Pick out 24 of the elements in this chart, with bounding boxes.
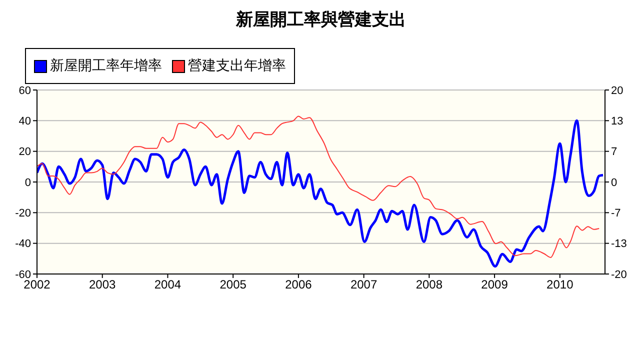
y2-tick-label: 7 (611, 146, 618, 158)
y2-tick-label: -13 (611, 238, 627, 250)
y-tick-label: 40 (18, 116, 31, 128)
chart-title: 新屋開工率與營建支出 (234, 9, 407, 31)
x-tick-label: 2004 (154, 278, 182, 292)
x-tick-label: 2006 (285, 278, 312, 292)
x-tick-label: 2008 (416, 278, 443, 292)
y2-tick-label: -20 (611, 268, 627, 281)
y-tick-label: -40 (15, 238, 31, 250)
x-tick-label: 2007 (350, 278, 378, 292)
y2-tick-label: -7 (611, 208, 621, 220)
legend-label: 新屋開工率年增率 (50, 57, 162, 75)
y-tick-label: 20 (18, 146, 31, 158)
x-tick-label: 2003 (89, 278, 116, 292)
x-tick-label: 2005 (220, 278, 247, 292)
y-tick-label: 0 (24, 176, 31, 189)
y2-tick-label: 20 (611, 84, 624, 97)
y-tick-label: -20 (15, 208, 31, 220)
legend-label: 營建支出年增率 (188, 57, 286, 75)
y2-tick-label: 0 (611, 176, 618, 189)
y-tick-label: 60 (18, 84, 31, 97)
x-tick-label: 2010 (546, 278, 574, 292)
y2-tick-label: 13 (611, 116, 624, 128)
x-tick-label: 2009 (481, 278, 508, 292)
